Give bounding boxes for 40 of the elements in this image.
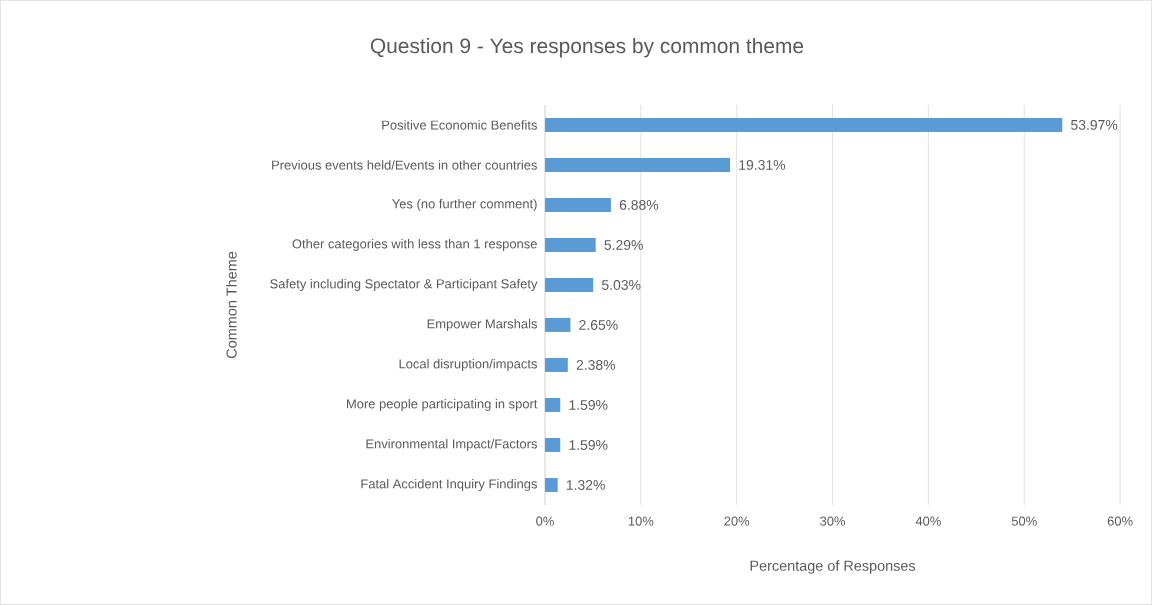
- x-tick-label: 40%: [915, 516, 941, 526]
- y-tick-label: Empower Marshals: [427, 318, 537, 332]
- y-tick-label: Yes (no further comment): [392, 198, 537, 212]
- x-tick-label: 0%: [536, 516, 554, 526]
- data-label: 2.38%: [576, 360, 616, 370]
- x-tick-label: 50%: [1011, 516, 1037, 526]
- y-tick-label: Environmental Impact/Factors: [366, 438, 537, 452]
- data-label: 53.97%: [1071, 120, 1118, 130]
- data-label: 5.29%: [604, 240, 643, 250]
- bar: [545, 317, 571, 332]
- x-tick-label: 30%: [820, 516, 846, 526]
- y-tick-label: Other categories with less than 1 response: [292, 238, 537, 252]
- data-label: 1.59%: [569, 400, 608, 410]
- y-tick-label: Previous events held/Events in other countries: [272, 160, 537, 170]
- bar: [545, 438, 561, 453]
- bar: [545, 398, 561, 413]
- bar: [545, 237, 596, 252]
- data-label: 6.88%: [619, 200, 659, 210]
- data-label: 19.31%: [739, 160, 786, 170]
- data-label: 1.59%: [569, 440, 608, 450]
- data-label: 1.32%: [566, 480, 605, 490]
- bar: [545, 358, 568, 372]
- data-label: 5.03%: [601, 280, 641, 290]
- bar: [545, 117, 1063, 132]
- y-tick-label: Safety including Spectator & Participant Safety: [270, 278, 538, 292]
- bar: [545, 157, 731, 172]
- data-label: 2.65%: [579, 320, 618, 330]
- bar: [545, 478, 558, 493]
- bar: [545, 277, 594, 292]
- y-axis-title: Common Theme: [226, 251, 237, 359]
- x-tick-label: 10%: [628, 516, 654, 526]
- x-axis-title: Percentage of Responses: [750, 560, 916, 574]
- x-tick-label: 20%: [724, 516, 750, 526]
- y-tick-label: Local disruption/impacts: [399, 358, 537, 372]
- x-tick-label: 60%: [1107, 516, 1133, 526]
- bar: [545, 197, 611, 212]
- y-tick-label: Positive Economic Benefits: [382, 120, 537, 130]
- chart-title: Question 9 - Yes responses by common theme: [370, 37, 804, 58]
- y-tick-label: More people participating in sport: [347, 398, 538, 412]
- y-tick-label: Fatal Accident Inquiry Findings: [361, 478, 537, 492]
